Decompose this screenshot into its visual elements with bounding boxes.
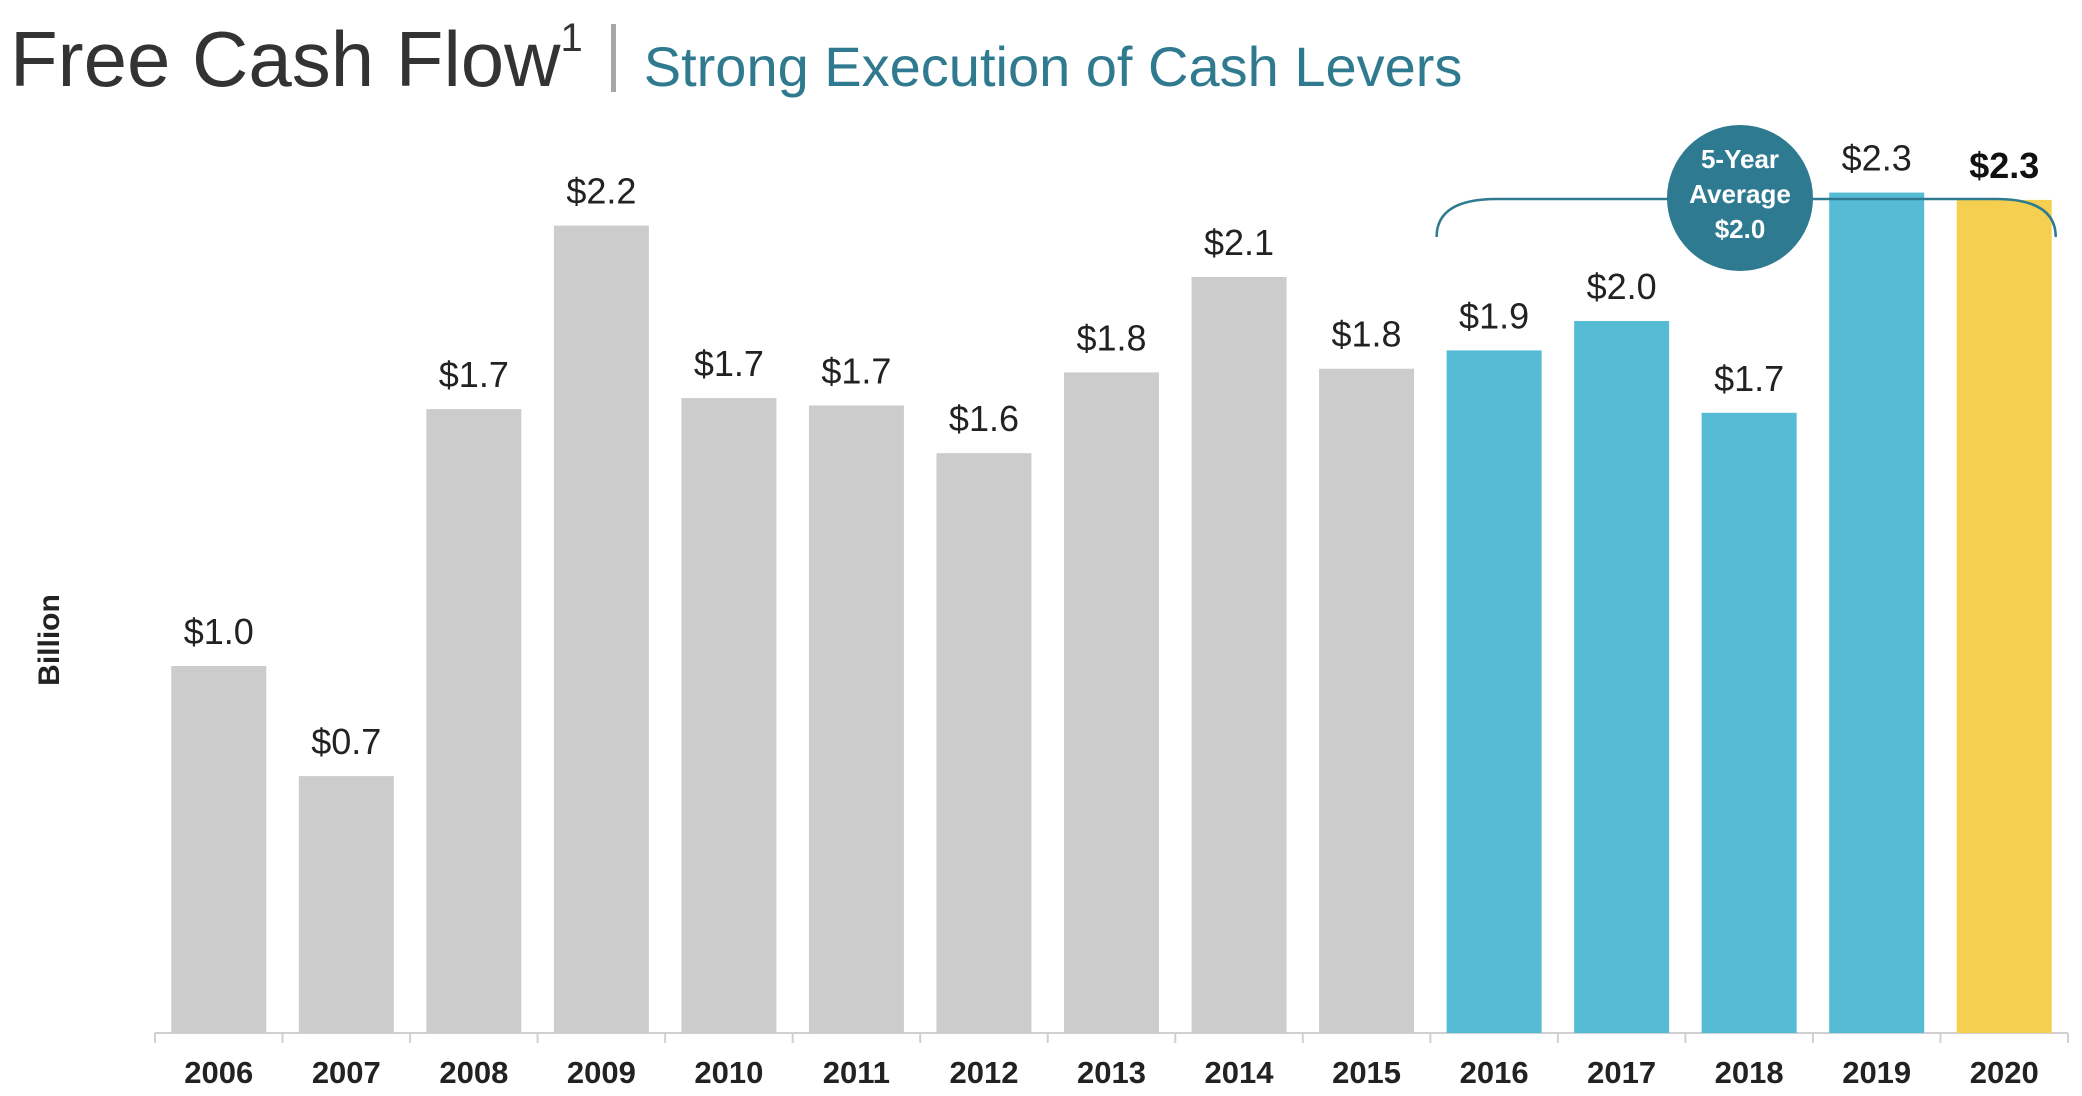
data-label-2006: $1.0 — [184, 611, 254, 652]
data-label-2017: $2.0 — [1587, 266, 1657, 307]
x-tick-label-2013: 2013 — [1077, 1055, 1146, 1090]
bar-2014 — [1191, 276, 1287, 1034]
x-tick-label-2016: 2016 — [1460, 1055, 1529, 1090]
data-label-2015: $1.8 — [1332, 314, 1402, 355]
x-tick-label-2009: 2009 — [567, 1055, 636, 1090]
x-tick-label-2007: 2007 — [312, 1055, 381, 1090]
x-tick-label-2010: 2010 — [694, 1055, 763, 1090]
data-label-2010: $1.7 — [694, 343, 764, 384]
title-footnote-marker: 1 — [560, 16, 583, 60]
average-badge — [1667, 125, 1813, 271]
x-tick-label-2006: 2006 — [184, 1055, 253, 1090]
bar-2016 — [1446, 350, 1542, 1033]
bar-2019 — [1829, 192, 1925, 1033]
data-label-2009: $2.2 — [566, 171, 636, 212]
x-tick-label-2011: 2011 — [823, 1055, 890, 1090]
data-label-2011: $1.7 — [821, 350, 891, 391]
x-tick-label-2020: 2020 — [1970, 1055, 2039, 1090]
x-tick-label-2014: 2014 — [1205, 1055, 1275, 1090]
data-label-2012: $1.6 — [949, 398, 1019, 439]
bar-2012 — [936, 453, 1032, 1033]
x-tick-label-2018: 2018 — [1715, 1055, 1784, 1090]
x-tick-label-2008: 2008 — [439, 1055, 508, 1090]
data-label-2008: $1.7 — [439, 354, 509, 395]
average-badge-line-1: 5-Year — [1701, 144, 1779, 174]
bar-2011 — [808, 405, 904, 1033]
bar-2006 — [171, 666, 267, 1033]
data-label-2007: $0.7 — [311, 721, 381, 762]
data-label-2014: $2.1 — [1204, 222, 1274, 263]
x-tick-label-2019: 2019 — [1842, 1055, 1911, 1090]
data-label-2013: $1.8 — [1076, 317, 1146, 358]
average-badge-line-3: $2.0 — [1715, 214, 1766, 244]
bar-2008 — [426, 409, 522, 1034]
x-tick-label-2012: 2012 — [949, 1055, 1018, 1090]
title-separator — [610, 24, 616, 92]
bar-2020 — [1956, 199, 2052, 1033]
average-badge-line-2: Average — [1689, 179, 1791, 209]
title-main: Free Cash Flow1 — [10, 15, 583, 103]
bar-2015 — [1319, 368, 1415, 1034]
data-label-2020: $2.3 — [1969, 145, 2039, 186]
bar-2009 — [553, 225, 649, 1034]
chart-title: Free Cash Flow1 Strong Execution of Cash … — [10, 14, 1462, 105]
bar-2013 — [1064, 372, 1159, 1033]
x-tick-label-2015: 2015 — [1332, 1055, 1401, 1090]
bar-2010 — [681, 398, 777, 1034]
bar-2018 — [1701, 412, 1797, 1033]
bar-2017 — [1574, 321, 1670, 1033]
bar-2007 — [298, 776, 394, 1033]
x-tick-label-2017: 2017 — [1587, 1055, 1656, 1090]
title-main-text: Free Cash Flow — [10, 15, 561, 103]
chart-subtitle: Strong Execution of Cash Levers — [643, 35, 1463, 98]
data-label-2016: $1.9 — [1459, 295, 1529, 336]
data-label-2018: $1.7 — [1714, 358, 1784, 399]
data-label-2019: $2.3 — [1842, 138, 1912, 179]
